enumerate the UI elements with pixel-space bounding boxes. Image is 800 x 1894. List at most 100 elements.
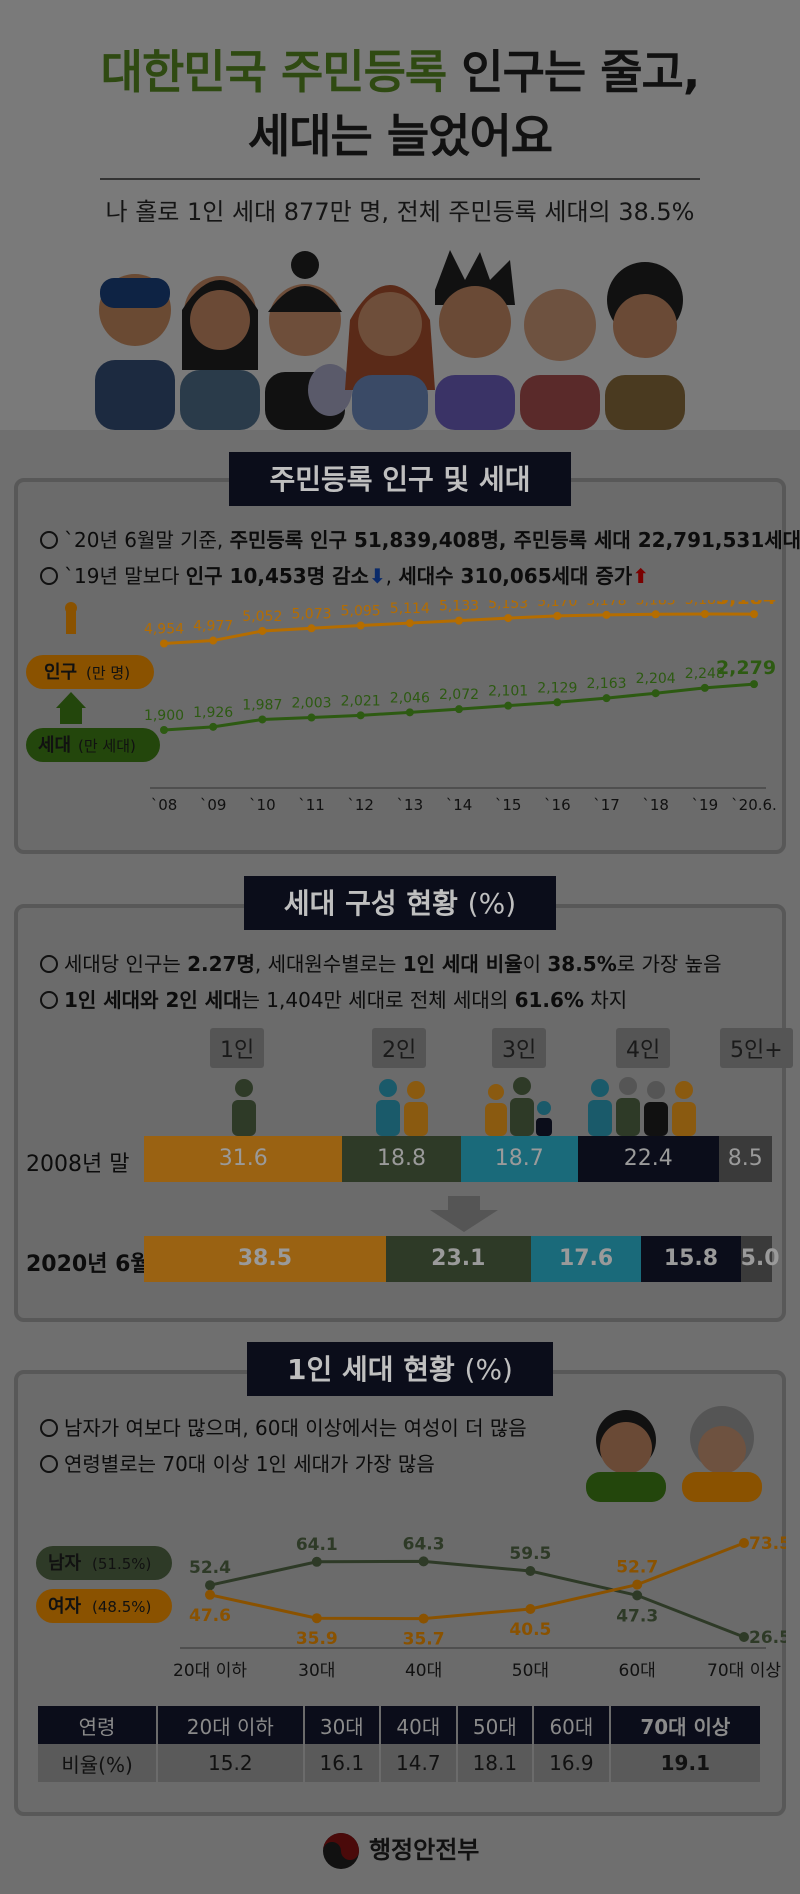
female-line xyxy=(209,1541,745,1621)
bar-segment-1인: 31.6 xyxy=(144,1136,343,1182)
population-data-label: 5,184 xyxy=(716,600,776,609)
table-row-label: 비율(%) xyxy=(38,1744,159,1782)
x-tick-label: `12 xyxy=(347,796,374,814)
bar-segment-3인: 18.7 xyxy=(460,1136,578,1182)
s2l1-b3: 38.5% xyxy=(547,952,617,976)
household-point xyxy=(209,722,218,731)
section2-line1: 세대당 인구는 2.27명, 세대원수별로는 1인 세대 비율이 38.5%로 … xyxy=(40,948,721,977)
household-point xyxy=(455,705,463,714)
age-ratio-table: 연령 20대 이하 30대 40대 50대 60대 70대 이상 비율(%) 15.2 16.1… xyxy=(38,1706,763,1782)
household-point xyxy=(307,713,316,722)
population-point xyxy=(455,616,463,625)
female-data-label: 40.5 xyxy=(509,1620,551,1640)
family-icons xyxy=(232,1077,696,1136)
female-point xyxy=(739,1538,749,1548)
age-table-header-row: 연령 20대 이하 30대 40대 50대 60대 70대 이상 xyxy=(38,1706,763,1744)
person-icon xyxy=(232,1079,256,1136)
section2-line2: 1인 세대와 2인 세대는 1,404만 세대로 전체 세대의 61.6% 차지 xyxy=(40,984,627,1013)
population-legend: 인구 (만 명) xyxy=(26,602,154,689)
category-label: 3인 xyxy=(492,1028,547,1068)
page-title: 대한민국 주민등록 인구는 줄고, 세대는 늘었어요 xyxy=(0,40,800,168)
table-header-cell: 30대 xyxy=(303,1706,382,1744)
male-legend: 남자 (51.5%) xyxy=(36,1546,172,1580)
table-value-cell: 16.9 xyxy=(533,1744,611,1782)
population-data-label: 5,133 xyxy=(439,600,479,615)
pop-legend-label: 인구 xyxy=(44,662,77,683)
population-data-label: 5,052 xyxy=(242,609,282,625)
household-point xyxy=(160,726,168,734)
person-icon xyxy=(95,274,175,430)
check-icon xyxy=(40,1455,58,1473)
female-legend-pct: (48.5%) xyxy=(92,1598,151,1616)
row-label-2020: 2020년 6월 xyxy=(26,1252,151,1277)
table-value-cell: 19.1 xyxy=(609,1744,763,1782)
s3l2: 연령별로는 70대 이상 1인 세대가 가장 많음 xyxy=(64,1452,435,1476)
section2-heading-wrap: 세대 구성 현황 (%) xyxy=(0,876,800,930)
category-label: 4인 xyxy=(616,1028,671,1068)
check-icon xyxy=(40,991,58,1009)
line2-mid: , xyxy=(385,564,399,588)
category-label: 1인 xyxy=(210,1028,265,1068)
row-label-2008: 2008년 말 xyxy=(26,1152,130,1177)
population-data-label: 5,183 xyxy=(636,600,676,608)
section3-heading-wrap: 1인 세대 현황 (%) xyxy=(0,1342,800,1396)
subtitle: 나 홀로 1인 세대 877만 명, 전체 주민등록 세대의 38.5% xyxy=(105,198,695,226)
population-point xyxy=(651,610,660,619)
x-tick-label: `20.6. xyxy=(731,796,777,814)
female-point xyxy=(525,1604,536,1614)
couple-icon xyxy=(376,1079,428,1136)
population-point xyxy=(209,636,218,645)
s2l1-post: 로 가장 높음 xyxy=(616,952,722,976)
population-point xyxy=(356,621,365,630)
male-data-label: 64.1 xyxy=(296,1535,338,1555)
down-arrow-icon xyxy=(430,1196,498,1232)
household-data-label: 1,926 xyxy=(193,705,233,721)
household-data-label: 2,163 xyxy=(586,676,626,692)
section1-heading: 주민등록 인구 및 세대 xyxy=(229,452,571,506)
male-point xyxy=(418,1556,429,1567)
section2-heading-unit: (%) xyxy=(467,887,517,920)
government-logo-icon xyxy=(322,1833,359,1869)
footer-org: 행정안전부 xyxy=(368,1836,480,1864)
x-tick-label: `17 xyxy=(593,796,620,814)
bar-segment-5인+: 5.0 xyxy=(740,1236,780,1282)
population-point xyxy=(504,614,513,623)
down-arrow-icon: ⬇ xyxy=(368,564,386,588)
section3-heading-text: 1인 세대 현황 xyxy=(287,1353,455,1386)
table-header-cell: 60대 xyxy=(533,1706,611,1744)
bar-segment-1인: 38.5 xyxy=(144,1236,386,1282)
bar-segment-5인+: 8.5 xyxy=(718,1136,772,1182)
population-data-label: 5,185 xyxy=(685,600,725,608)
household-data-label: 2,248 xyxy=(685,666,725,682)
household-data-label: 2,279 xyxy=(716,657,776,679)
x-tick-label: 60대 xyxy=(619,1661,656,1681)
male-data-label: 59.5 xyxy=(509,1544,551,1564)
household-data-label: 2,003 xyxy=(291,696,331,712)
population-data-label: 5,178 xyxy=(586,600,626,609)
male-data-label: 64.3 xyxy=(403,1534,445,1554)
bar-segment-4인: 15.8 xyxy=(641,1236,741,1282)
x-tick-label: 20대 이하 xyxy=(173,1661,247,1681)
household-data-label: 2,021 xyxy=(341,693,381,709)
x-tick-label: `09 xyxy=(200,796,227,814)
female-data-label: 35.9 xyxy=(296,1629,338,1649)
table-header-cell: 50대 xyxy=(456,1706,535,1744)
household-legend: 세대 (만 세대) xyxy=(26,692,160,762)
x-tick-label: `19 xyxy=(692,796,719,814)
line2-bold2: 세대수 310,065세대 증가 xyxy=(398,564,633,588)
bar-segment-2인: 23.1 xyxy=(385,1236,531,1282)
s2l1-b1: 2.27명 xyxy=(187,952,255,976)
household-point xyxy=(750,680,758,689)
male-point xyxy=(205,1580,215,1591)
s3l1: 남자가 여보다 많으며, 60대 이상에서는 여성이 더 많음 xyxy=(64,1416,527,1440)
s2l1-b2: 1인 세대 비율 xyxy=(402,952,523,976)
population-point xyxy=(405,619,414,628)
person-icon xyxy=(345,285,435,430)
s2l2-b2: 61.6% xyxy=(514,988,584,1012)
line1-bold: 주민등록 인구 51,839,408명, 주민등록 세대 22,791,531세… xyxy=(229,528,800,552)
section2-heading: 세대 구성 현황 (%) xyxy=(243,876,557,930)
footer-brand: 행정안전부 xyxy=(0,1830,800,1871)
section3-line1: 남자가 여보다 많으며, 60대 이상에서는 여성이 더 많음 xyxy=(40,1412,527,1441)
bar-segment-2인: 18.8 xyxy=(342,1136,461,1182)
woman-icon xyxy=(682,1406,762,1502)
